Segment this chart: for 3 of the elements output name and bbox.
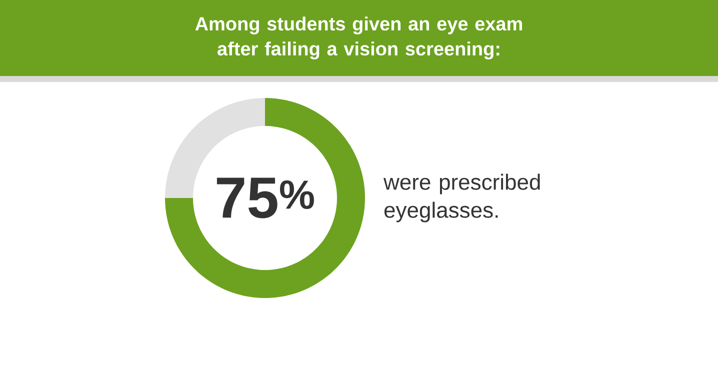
data-label: 75$^{%}$ xyxy=(216,178,314,218)
text: were prescribed eyeglasses. xyxy=(383,174,540,222)
chart-title: Among students given an eye exam after failing a vision screening: xyxy=(195,16,522,60)
